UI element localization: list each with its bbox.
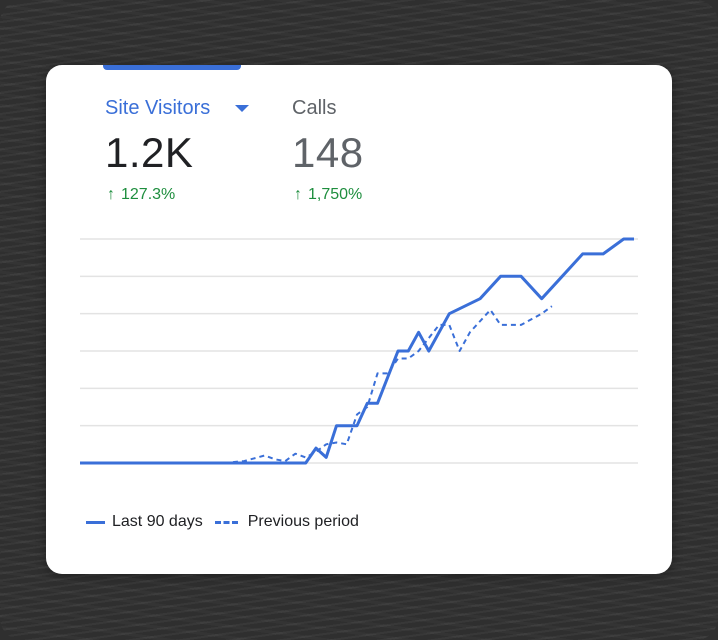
solid-line-swatch [86,520,105,524]
site-visitors-value: 1.2K [105,129,194,176]
legend-label-previous: Previous period [247,513,359,530]
chart-legend: Last 90 days Previous period [86,513,371,531]
visitors-card: Site Visitors 1.2K ↑ 127.3% Calls 148 ↑ … [46,65,672,574]
legend-label-current: Last 90 days [112,513,203,530]
caret-down-icon[interactable] [235,105,249,112]
line-chart [80,237,638,465]
selected-tab-indicator [103,65,241,70]
site-visitors-change: ↑ 127.3% [107,186,175,204]
series-line-last-90-days [80,237,634,465]
legend-item-current[interactable]: Last 90 days [86,513,203,531]
calls-value: 148 [292,129,364,176]
calls-change-value: 1,750% [308,186,363,203]
dashed-line-swatch [214,520,238,524]
series-line-previous-period [80,305,553,464]
site-visitors-label: Site Visitors [105,97,211,119]
site-visitors-change-value: 127.3% [121,186,176,203]
calls-change: ↑ 1,750% [294,186,362,204]
calls-label: Calls [292,97,337,119]
arrow-up-icon: ↑ [107,186,115,203]
legend-item-previous[interactable]: Previous period [214,513,359,531]
arrow-up-icon: ↑ [294,186,302,203]
